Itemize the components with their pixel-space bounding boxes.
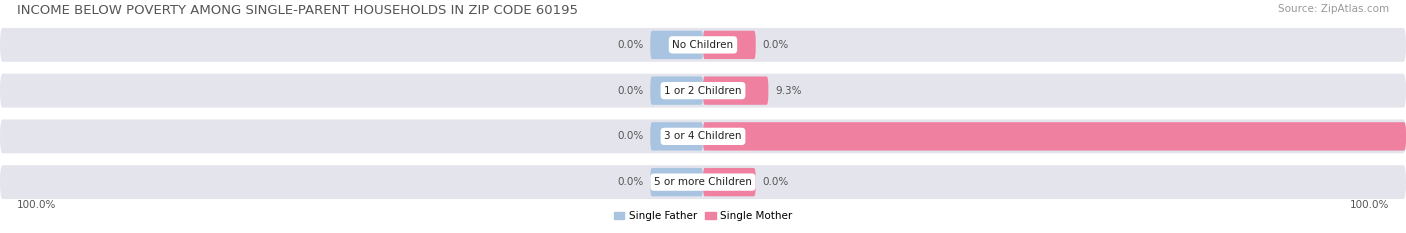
FancyBboxPatch shape: [703, 76, 768, 105]
Text: INCOME BELOW POVERTY AMONG SINGLE-PARENT HOUSEHOLDS IN ZIP CODE 60195: INCOME BELOW POVERTY AMONG SINGLE-PARENT…: [17, 4, 578, 17]
FancyBboxPatch shape: [0, 28, 1406, 62]
Legend: Single Father, Single Mother: Single Father, Single Mother: [610, 207, 796, 226]
FancyBboxPatch shape: [703, 168, 756, 196]
FancyBboxPatch shape: [650, 76, 703, 105]
Text: 0.0%: 0.0%: [617, 40, 644, 50]
FancyBboxPatch shape: [650, 168, 703, 196]
Text: 3 or 4 Children: 3 or 4 Children: [664, 131, 742, 141]
Text: 0.0%: 0.0%: [617, 177, 644, 187]
FancyBboxPatch shape: [703, 31, 756, 59]
FancyBboxPatch shape: [0, 74, 1406, 108]
Text: 0.0%: 0.0%: [762, 177, 789, 187]
FancyBboxPatch shape: [703, 122, 1406, 151]
FancyBboxPatch shape: [0, 120, 1406, 153]
Text: Source: ZipAtlas.com: Source: ZipAtlas.com: [1278, 4, 1389, 14]
Text: 100.0%: 100.0%: [1350, 200, 1389, 210]
Text: 1 or 2 Children: 1 or 2 Children: [664, 86, 742, 96]
Text: 9.3%: 9.3%: [776, 86, 801, 96]
Text: 5 or more Children: 5 or more Children: [654, 177, 752, 187]
FancyBboxPatch shape: [650, 31, 703, 59]
FancyBboxPatch shape: [0, 165, 1406, 199]
Text: No Children: No Children: [672, 40, 734, 50]
Text: 0.0%: 0.0%: [762, 40, 789, 50]
FancyBboxPatch shape: [650, 122, 703, 151]
Text: 100.0%: 100.0%: [17, 200, 56, 210]
Text: 0.0%: 0.0%: [617, 86, 644, 96]
Text: 0.0%: 0.0%: [617, 131, 644, 141]
